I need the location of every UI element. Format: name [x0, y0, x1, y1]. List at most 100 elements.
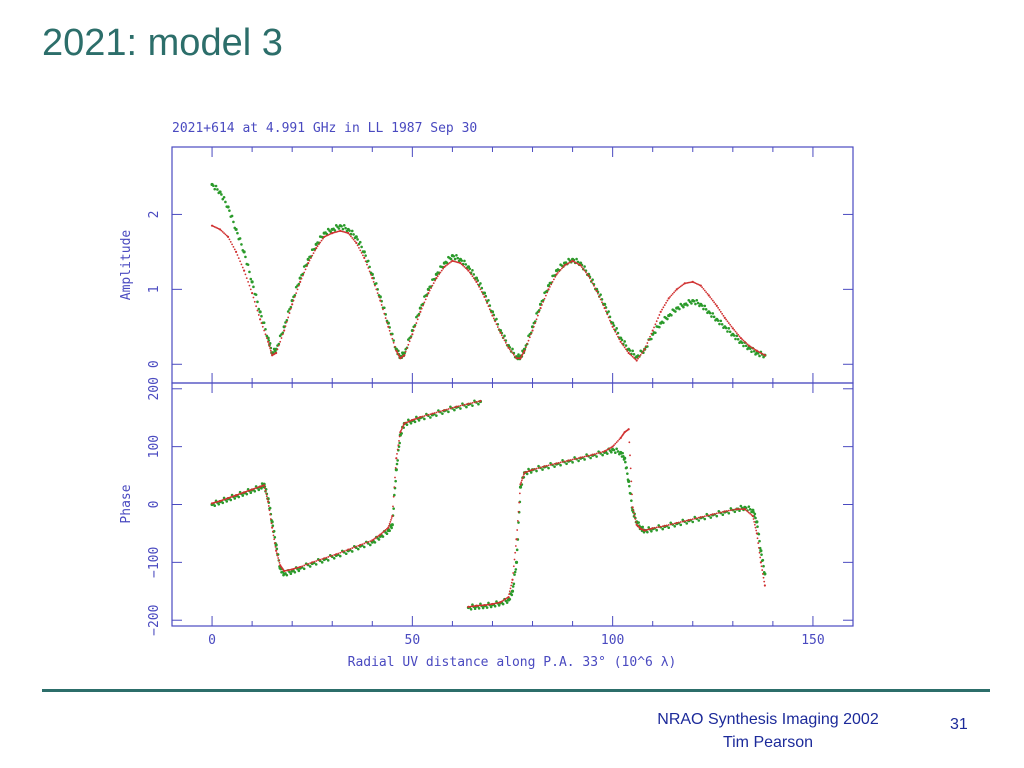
phase-series-1-trail — [386, 527, 388, 530]
phase-series-1-trail — [503, 598, 506, 601]
phase-series-0-trail — [547, 466, 550, 470]
amplitude-series-0-trail — [238, 237, 242, 240]
amplitude-series-1-trail — [450, 260, 452, 263]
amplitude-series-1-trail — [514, 355, 517, 358]
amplitude-series-1-trail — [463, 265, 466, 268]
phase-series-1-trail — [449, 407, 452, 410]
phase-series-0-trail — [344, 552, 348, 556]
amplitude-series-0-trail — [495, 317, 498, 321]
amplitude-series-1-trail — [490, 311, 493, 314]
phase-series-0-trail — [268, 506, 272, 510]
phase-series-0-trail — [517, 521, 520, 524]
amplitude-series-0-trail — [344, 226, 347, 230]
amplitude-series-1-trail — [492, 317, 495, 320]
phase-series-1-trail — [393, 486, 396, 489]
amplitude-series-1-trail — [671, 292, 674, 295]
phase-series-1-trail — [629, 454, 631, 457]
amplitude-series-1-trail — [213, 226, 216, 228]
phase-series-1-trail — [484, 604, 487, 606]
amplitude-axis-label: Amplitude — [119, 230, 134, 301]
amplitude-series-1-trail — [237, 257, 240, 260]
phase-series-1-point — [631, 506, 634, 509]
phase-series-1-trail — [472, 605, 475, 608]
phase-series-0-trail — [473, 399, 476, 403]
amplitude-series-1-trail — [685, 282, 687, 285]
phase-series-0-trail — [721, 513, 725, 517]
amplitude-series-1-point — [443, 265, 446, 268]
phase-series-1-trail — [733, 508, 736, 511]
amplitude-series-1-trail — [693, 281, 695, 284]
amplitude-series-1-trail — [426, 295, 428, 298]
phase-series-1-trail — [517, 510, 520, 513]
amplitude-series-1-trail — [727, 322, 730, 324]
amplitude-series-0-trail — [628, 349, 632, 352]
amplitude-series-1-trail — [655, 320, 658, 323]
amplitude-series-1-trail — [697, 283, 700, 286]
phase-series-0-trail — [753, 512, 757, 516]
phase-series-0-trail — [293, 570, 297, 574]
phase-series-1-trail — [384, 529, 387, 531]
phase-series-1-trail — [333, 554, 336, 556]
amplitude-series-1-trail — [392, 341, 395, 344]
amplitude-series-1-trail — [240, 263, 243, 266]
amplitude-series-1-trail — [646, 342, 649, 344]
amplitude-series-0-trail — [425, 293, 429, 296]
amplitude-series-0-trail — [584, 269, 588, 272]
phase-series-1-trail — [617, 439, 619, 442]
phase-series-1-trail — [317, 559, 320, 562]
amplitude-series-1-trail — [346, 231, 348, 234]
phase-series-0-trail — [377, 538, 381, 541]
amplitude-series-0-trail — [449, 257, 453, 261]
phase-series-0-trail — [589, 456, 592, 460]
phase-series-1-trail — [512, 572, 515, 574]
amplitude-series-0-trail — [719, 319, 723, 323]
phase-series-0-trail — [738, 509, 741, 513]
amplitude-series-1-trail — [534, 322, 537, 324]
phase-series-0-trail — [417, 419, 421, 422]
amplitude-series-1-trail — [546, 291, 549, 294]
amplitude-series-1-trail — [216, 227, 219, 230]
phase-series-1-trail — [629, 467, 632, 470]
amplitude-series-1-trail — [217, 227, 220, 230]
phase-series-1-point — [335, 553, 338, 556]
amplitude-series-1-trail — [252, 296, 255, 299]
amplitude-series-0-trail — [221, 197, 225, 201]
phase-series-1-trail — [630, 480, 633, 483]
amplitude-series-0-trail — [537, 308, 541, 312]
phase-series-1-trail — [418, 416, 420, 419]
amplitude-series-0-trail — [413, 323, 417, 327]
phase-series-0-trail — [625, 466, 628, 469]
amplitude-series-1-trail — [261, 325, 264, 328]
amplitude-series-1-trail — [398, 356, 401, 358]
amplitude-series-0-trail — [632, 352, 636, 356]
amplitude-series-1-trail — [324, 235, 327, 238]
phase-series-1-trail — [537, 467, 540, 469]
phase-series-1-trail — [508, 590, 511, 593]
phase-series-0-trail — [423, 417, 426, 421]
phase-series-1-trail — [513, 558, 516, 561]
phase-series-0-trail — [673, 524, 677, 528]
phase-series-1-trail — [753, 523, 756, 526]
amplitude-series-0-trail — [212, 184, 215, 188]
phase-series-1-trail — [263, 487, 266, 490]
phase-series-0-trail — [715, 514, 719, 518]
phase-series-0-trail — [271, 524, 275, 528]
amplitude-series-1-trail — [750, 346, 753, 349]
amplitude-series-1-trail — [458, 261, 460, 264]
phase-series-1-trail — [521, 477, 524, 480]
amplitude-series-1-trail — [494, 320, 497, 323]
amplitude-series-0-trail — [678, 307, 681, 311]
phase-series-1-trail — [327, 556, 330, 558]
phase-series-1-trail — [479, 604, 482, 607]
phase-series-1-trail — [321, 558, 324, 560]
phase-series-1-trail — [606, 448, 609, 451]
amplitude-series-0-trail — [244, 255, 247, 259]
phase-series-1-trail — [506, 597, 509, 599]
phase-series-1-trail — [697, 516, 700, 519]
phase-series-0-point — [759, 549, 763, 553]
phase-series-0-trail — [647, 526, 650, 529]
amplitude-series-1-trail — [328, 233, 331, 236]
phase-series-1-point — [387, 526, 390, 529]
phase-series-1-trail — [757, 542, 760, 544]
phase-series-0-trail — [332, 556, 336, 560]
